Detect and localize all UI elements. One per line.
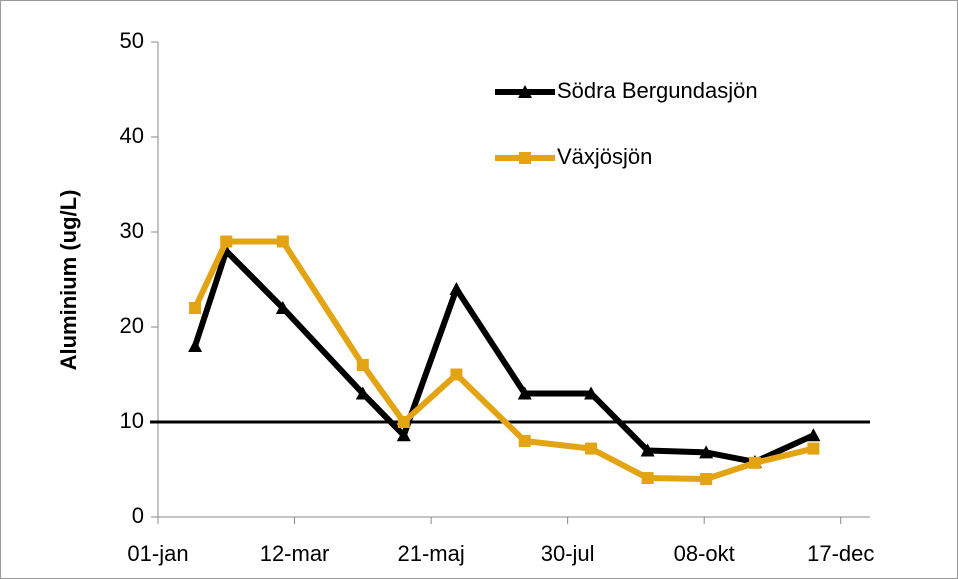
x-tick-label: 17-dec: [807, 541, 874, 566]
x-tick-label: 12-mar: [260, 541, 330, 566]
marker: [189, 302, 202, 314]
marker: [585, 442, 598, 455]
marker: [450, 368, 463, 381]
y-tick-label: 40: [120, 123, 144, 148]
marker: [748, 456, 761, 469]
marker: [641, 472, 654, 485]
marker: [275, 301, 290, 314]
x-tick-label: 30-jul: [541, 541, 595, 566]
series-line: [192, 248, 815, 465]
marker: [188, 339, 203, 352]
marker: [517, 386, 532, 400]
y-tick-label: 20: [120, 313, 144, 338]
marker: [807, 442, 820, 455]
legend-label: Södra Bergundasjön: [557, 78, 758, 103]
y-tick-label: 10: [120, 408, 144, 433]
marker: [396, 428, 411, 442]
marker: [806, 428, 821, 442]
marker: [356, 359, 369, 371]
x-tick-label: 01-jan: [127, 541, 188, 566]
marker: [449, 282, 464, 295]
marker: [640, 443, 655, 457]
marker: [584, 386, 599, 400]
y-tick-label: 50: [120, 28, 144, 53]
y-tick-label: 0: [132, 503, 144, 528]
x-tick-label: 08-okt: [674, 541, 735, 566]
legend-marker: [518, 85, 532, 98]
marker: [699, 445, 714, 459]
y-tick-label: 30: [120, 218, 144, 243]
marker: [518, 435, 531, 447]
x-tick-label: 21-maj: [397, 541, 464, 566]
y-axis-label: Aluminium (ug/L): [56, 190, 81, 371]
marker: [220, 235, 233, 248]
marker: [700, 473, 713, 485]
marker: [355, 386, 370, 400]
series-line: [192, 238, 815, 482]
legend-marker: [519, 152, 531, 164]
legend-label: Växjösjön: [557, 144, 652, 169]
marker: [276, 235, 289, 248]
marker: [397, 416, 410, 428]
